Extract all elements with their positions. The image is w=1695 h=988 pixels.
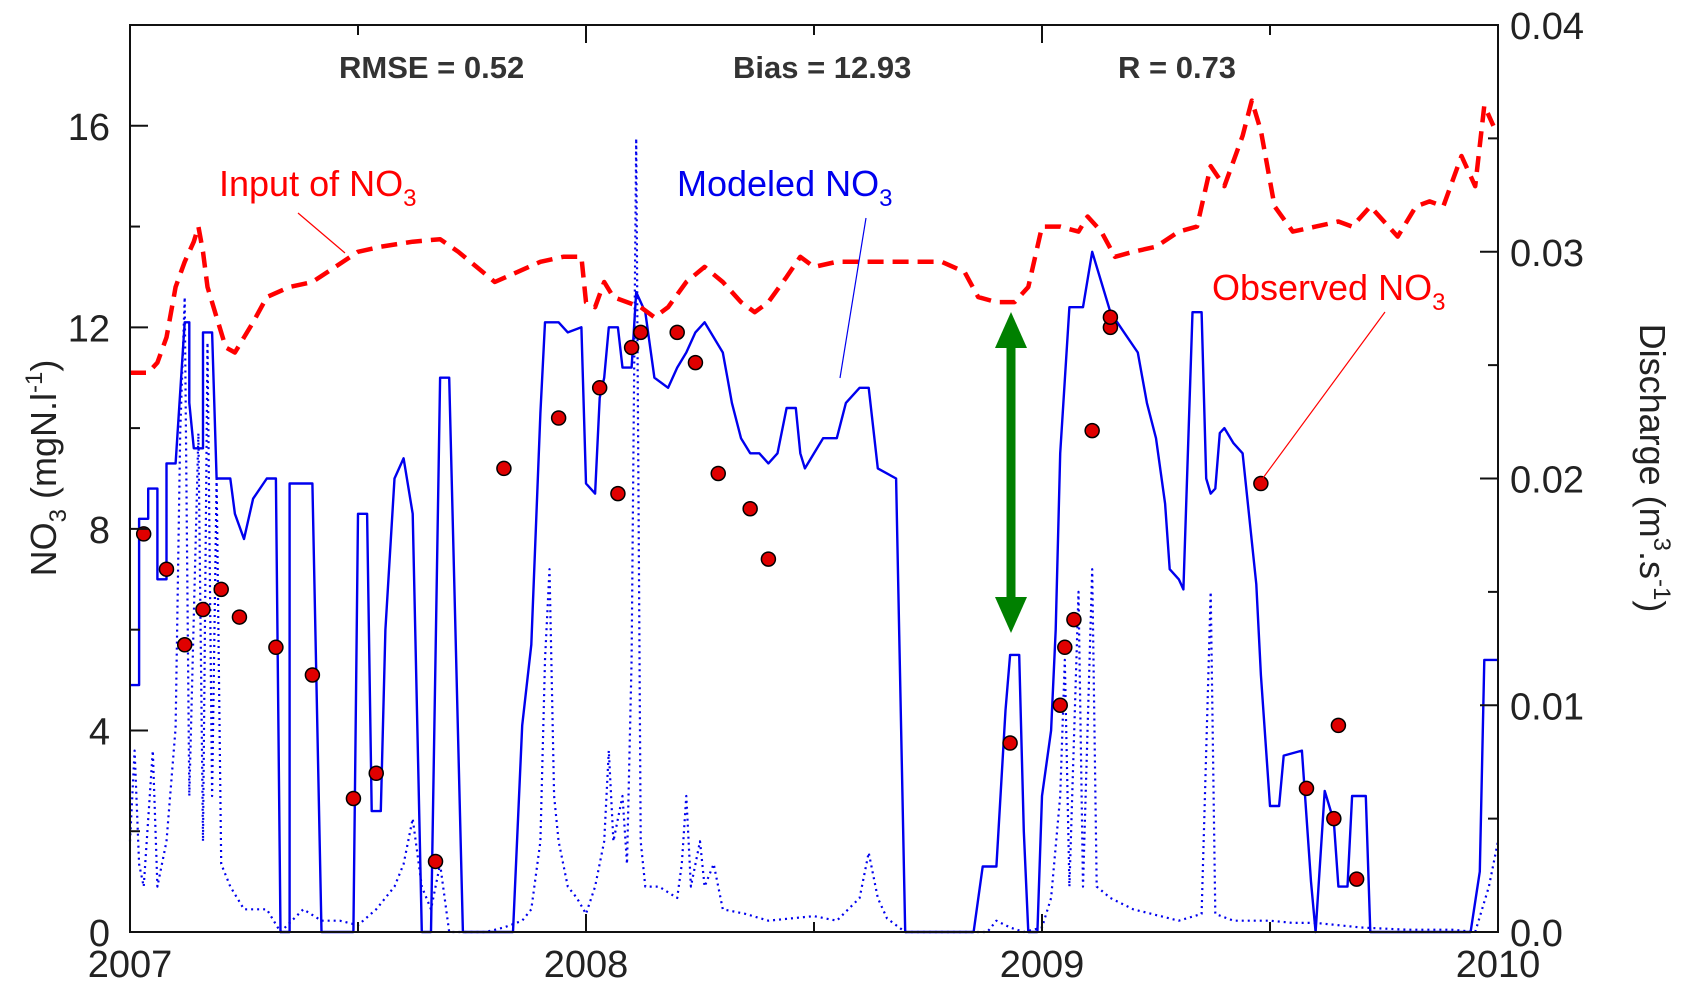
observed-point (135, 526, 152, 542)
observed-point (623, 339, 640, 356)
observed-point (760, 551, 777, 567)
modeled-series (130, 250, 1498, 934)
x-tick-label: 2008 (544, 944, 629, 986)
observed-point (176, 637, 193, 653)
observed-point (158, 561, 175, 577)
observed-point (268, 639, 284, 656)
observed-point (195, 601, 211, 618)
range-arrow (995, 312, 1027, 633)
x-tick-label: 2009 (1000, 944, 1085, 986)
axes: 2007 2008 2009 2010 0 4 8 12 16 0.0 0.01 0.02 0.03 0.… (68, 6, 1584, 986)
range-arrow-head-top (995, 312, 1027, 348)
observed-point (231, 609, 248, 625)
x-tick-label: 2007 (88, 944, 173, 986)
modeled-leader-line (839, 217, 867, 379)
y-axis-left-title: NO3 (mgN.l-1) (21, 360, 72, 577)
x-tick-label: 2010 (1456, 944, 1541, 986)
observed-point (1326, 810, 1342, 827)
observed-point (1084, 422, 1100, 439)
r-label: R = 0.73 (1118, 50, 1236, 85)
y-right-tick-label: 0.03 (1510, 233, 1584, 275)
observed-point (1002, 735, 1018, 751)
observed-point (591, 380, 608, 396)
observed-point (710, 465, 726, 482)
y-left-tick-label: 12 (68, 308, 110, 350)
observed-annotation: Observed NO3 (1212, 267, 1445, 316)
observed-point (1330, 717, 1347, 734)
y-left-tick-label: 16 (68, 107, 110, 149)
observed-leader-line (1262, 311, 1386, 479)
y-left-tick-label: 4 (89, 711, 110, 753)
observed-point (368, 765, 384, 782)
plot-frame (129, 24, 1499, 933)
y-right-tick-label: 0.01 (1510, 686, 1584, 728)
observed-point (669, 324, 685, 341)
observed-point (345, 790, 362, 807)
y-axis-right-title: Discharge (m3.s-1) (1632, 324, 1675, 613)
input-line (130, 98, 1496, 375)
input-leader-line (297, 212, 346, 254)
input-annotation: Input of NO3 (219, 163, 416, 212)
y-left-tick-label: 0 (89, 913, 110, 955)
observed-point (1052, 697, 1068, 713)
observed-point (610, 485, 626, 502)
y-right-tick-label: 0.0 (1510, 913, 1563, 955)
observed-point (632, 324, 649, 341)
observed-point (1102, 309, 1119, 326)
observed-point (304, 667, 321, 683)
observed-series (135, 309, 1365, 887)
observed-point (550, 410, 567, 426)
discharge-line (128, 137, 1500, 934)
observed-point (1066, 611, 1082, 628)
y-right-tick-label: 0.02 (1510, 460, 1584, 502)
observed-point (213, 581, 229, 598)
observed-point (1057, 639, 1073, 656)
rmse-label: RMSE = 0.52 (339, 50, 524, 85)
modeled-line (130, 250, 1498, 934)
observed-point (742, 500, 758, 517)
y-right-tick-label: 0.04 (1510, 6, 1584, 48)
observed-point (496, 460, 512, 477)
observed-point (1348, 871, 1365, 887)
input-series (130, 98, 1496, 375)
range-arrow-head-bottom (995, 597, 1027, 633)
modeled-annotation: Modeled NO3 (677, 163, 892, 212)
observed-point (687, 354, 704, 371)
discharge-series (128, 137, 1500, 934)
observed-point (1298, 780, 1315, 797)
observed-point (1253, 475, 1269, 492)
bias-label: Bias = 12.93 (733, 50, 911, 85)
observed-point (427, 853, 444, 870)
y-left-tick-label: 8 (89, 510, 110, 552)
